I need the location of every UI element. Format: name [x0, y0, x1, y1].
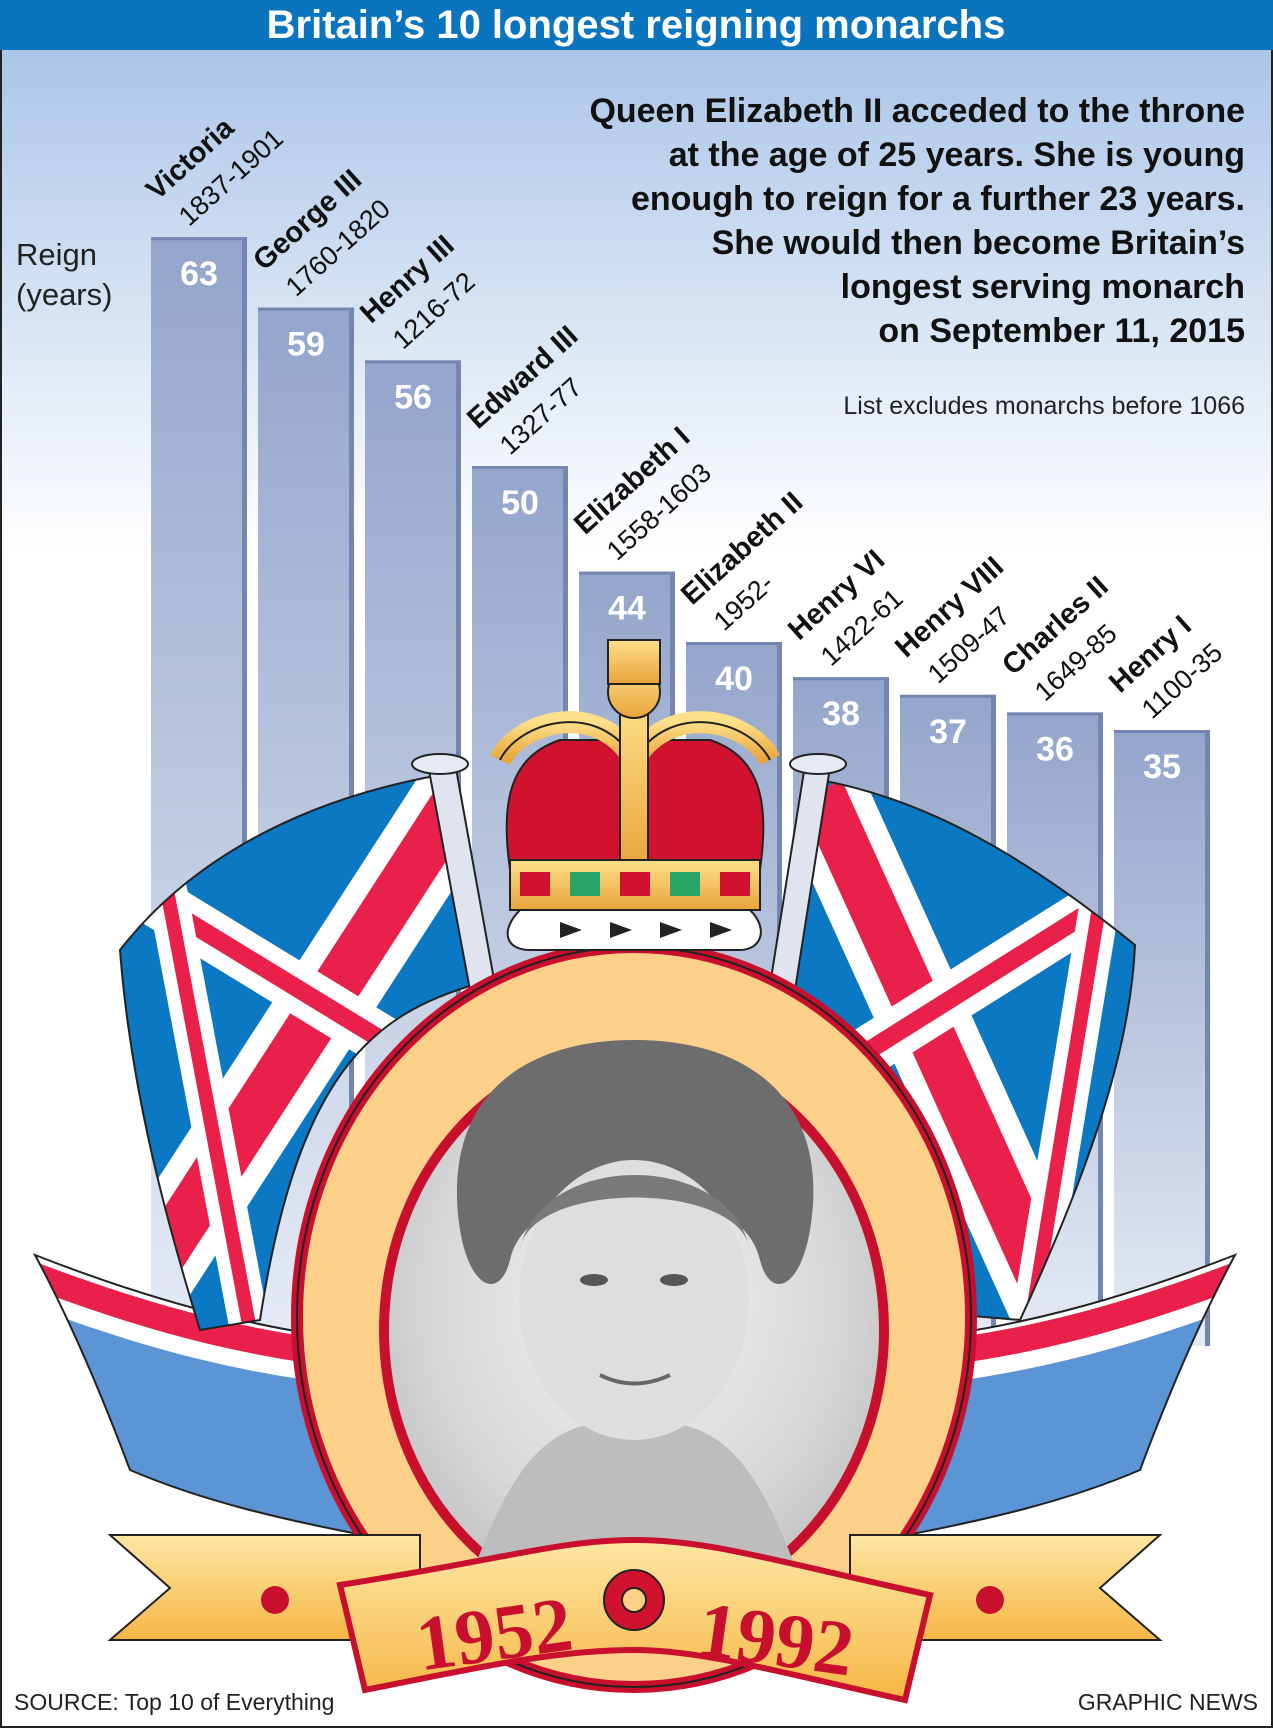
bar-value-label: 36	[1036, 730, 1074, 768]
bar-top-edge	[579, 571, 675, 575]
note-line: at the age of 25 years. She is young	[669, 136, 1245, 174]
note-text: Queen Elizabeth II acceded to the throne…	[589, 92, 1245, 350]
note-line: enough to reign for a further 23 years.	[631, 180, 1245, 218]
bar-top-edge	[793, 677, 889, 681]
bar-top-edge	[900, 694, 996, 698]
bar-edge	[1205, 730, 1210, 1346]
anniversary-ribbon: 1952 1992	[107, 1534, 1163, 1704]
bar-top-edge	[1007, 712, 1103, 716]
credit-text: GRAPHIC NEWS	[1078, 1689, 1258, 1715]
bar-top-edge	[365, 360, 461, 364]
bar-value-label: 35	[1143, 748, 1181, 786]
note-line: on September 11, 2015	[878, 312, 1245, 350]
ribbon-year-end: 1992	[693, 1585, 860, 1693]
bar-value-label: 44	[608, 590, 646, 628]
y-axis-label-line2: (years)	[16, 277, 112, 312]
bar-value-label: 63	[180, 255, 218, 293]
title-bar	[0, 0, 1273, 50]
y-axis-label-line1: Reign	[16, 237, 97, 272]
bar-value-label: 38	[822, 695, 860, 733]
bar-top-edge	[686, 642, 782, 645]
portrait-figure	[456, 1040, 814, 1580]
ribbon-year-start: 1952	[411, 1580, 578, 1688]
bar-edge	[242, 237, 247, 1347]
source-text: SOURCE: Top 10 of Everything	[14, 1689, 334, 1715]
note-line: Queen Elizabeth II acceded to the throne	[589, 92, 1245, 130]
bar-value-label: 56	[394, 378, 432, 416]
note-line: She would then become Britain’s	[712, 224, 1245, 262]
bar-value-label: 37	[929, 713, 967, 751]
footnote: List excludes monarchs before 1066	[843, 392, 1245, 420]
bar-value-label: 40	[715, 660, 753, 698]
bar-top-edge	[1114, 730, 1210, 733]
crown-illustration	[490, 639, 780, 951]
chart-title: Britain’s 10 longest reigning monarchs	[267, 3, 1006, 47]
note-line: longest serving monarch	[841, 268, 1245, 306]
bar-top-edge	[151, 237, 247, 241]
bar-top-edge	[258, 307, 354, 311]
bar-top-edge	[472, 466, 568, 469]
bar-value-label: 59	[287, 326, 325, 364]
bar-value-label: 50	[501, 484, 539, 522]
bar	[1114, 730, 1210, 1346]
